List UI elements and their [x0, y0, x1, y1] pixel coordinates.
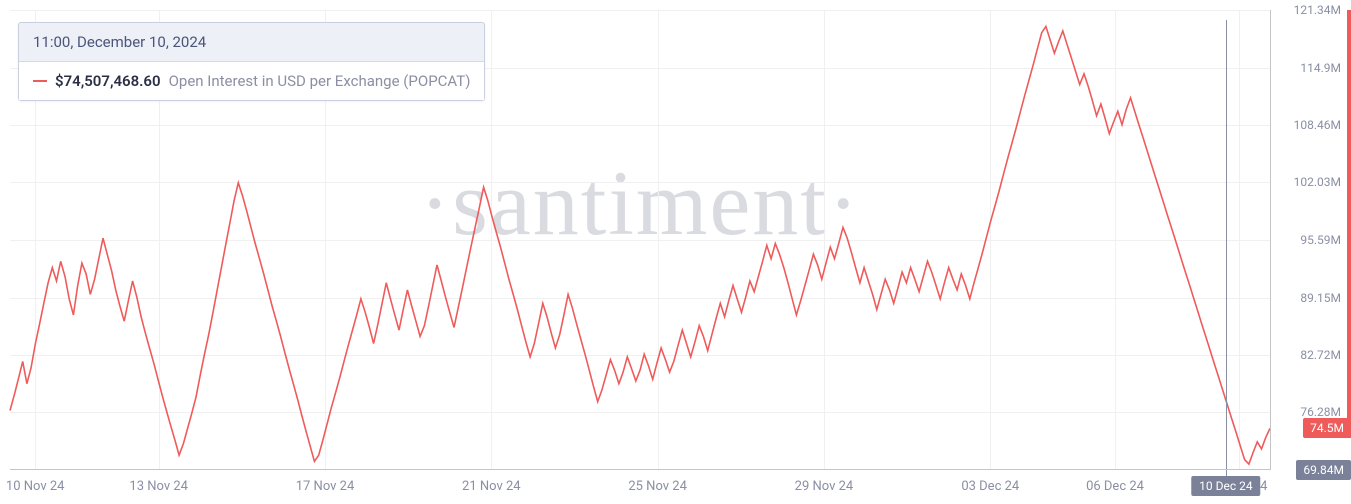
right-edge-indicator — [1347, 10, 1351, 438]
tooltip-row: $74,507,468.60 Open Interest in USD per … — [19, 62, 484, 100]
x-tick-label: 10 Nov 24 — [6, 479, 65, 494]
x-tick-label: 06 Dec 24 — [1086, 479, 1144, 494]
x-tick-label: 29 Nov 24 — [795, 479, 854, 494]
tooltip-series-label: Open Interest in USD per Exchange (POPCA… — [169, 72, 471, 90]
current-value-badge: 74.5M — [1303, 418, 1351, 438]
crosshair-vertical — [1226, 20, 1227, 480]
y-tick-label: 102.03M — [1294, 175, 1341, 189]
y-min-badge: 69.84M — [1296, 460, 1351, 480]
y-tick-label: 121.34M — [1294, 3, 1341, 17]
y-tick-label: 108.46M — [1294, 118, 1341, 132]
y-tick-label: 89.15M — [1300, 291, 1341, 305]
y-tick-label: 76.28M — [1300, 405, 1341, 419]
tooltip: 11:00, December 10, 2024 $74,507,468.60 … — [18, 22, 485, 101]
x-tick-label: 03 Dec 24 — [961, 479, 1019, 494]
y-tick-label: 114.9M — [1300, 61, 1341, 75]
x-tick-label: 17 Nov 24 — [296, 479, 355, 494]
x-tick-label: 13 Nov 24 — [129, 479, 188, 494]
y-axis-line — [1270, 10, 1271, 470]
x-tick-label: 25 Nov 24 — [628, 479, 687, 494]
chart-container: ·santiment· 10 Nov 2413 Nov 2417 Nov 242… — [0, 0, 1351, 504]
y-tick-label: 82.72M — [1300, 348, 1341, 362]
current-date-badge: 10 Dec 24 — [1191, 476, 1260, 496]
tooltip-header: 11:00, December 10, 2024 — [19, 23, 484, 62]
x-tick-label: 21 Nov 24 — [462, 479, 521, 494]
y-tick-label: 95.59M — [1300, 233, 1341, 247]
tooltip-value: $74,507,468.60 — [55, 72, 161, 90]
legend-dash-icon — [33, 80, 47, 82]
x-axis-line — [10, 469, 1270, 470]
